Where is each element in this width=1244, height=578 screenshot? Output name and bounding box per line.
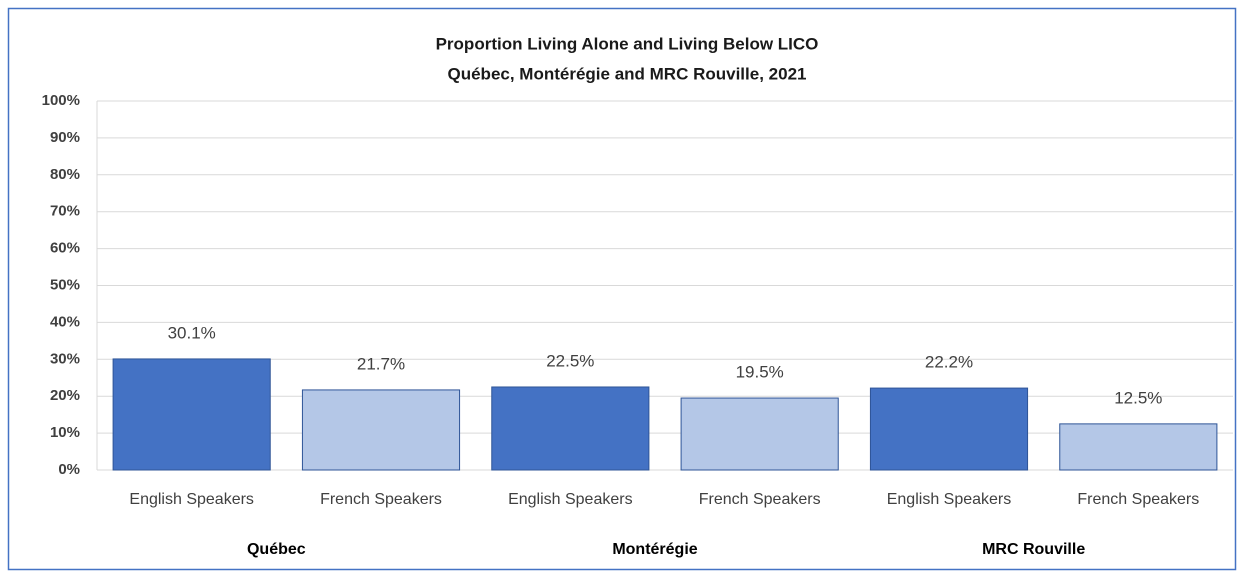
bar: [301, 389, 461, 471]
data-label: 19.5%: [736, 363, 784, 382]
group-label: Montérégie: [612, 541, 697, 558]
x-tick-label: French Speakers: [699, 491, 821, 508]
chart-frame: [7, 7, 1237, 571]
x-tick-label: English Speakers: [887, 491, 1012, 508]
x-tick-label: English Speakers: [129, 491, 254, 508]
bar: [869, 387, 1029, 471]
group-label: Québec: [247, 541, 306, 558]
y-tick-label: 30%: [50, 350, 80, 367]
data-label: 21.7%: [357, 354, 405, 373]
y-tick-label: 80%: [50, 166, 80, 183]
bar: [680, 397, 839, 471]
y-tick-label: 10%: [50, 424, 80, 441]
data-label: 22.2%: [925, 353, 973, 372]
y-tick-label: 70%: [50, 203, 80, 220]
data-label: 22.5%: [546, 351, 594, 370]
chart-subtitle: Québec, Montérégie and MRC Rouville, 202…: [448, 64, 807, 83]
chart-title: Proportion Living Alone and Living Below…: [436, 34, 819, 53]
x-tick-label: French Speakers: [1077, 491, 1199, 508]
y-tick-label: 20%: [50, 387, 80, 404]
data-label: 30.1%: [168, 323, 216, 342]
bar: [491, 386, 650, 471]
y-tick-label: 100%: [42, 92, 80, 109]
bar: [112, 358, 271, 471]
y-tick-label: 0%: [58, 461, 80, 478]
data-label: 12.5%: [1114, 388, 1162, 407]
bar: [1059, 423, 1218, 471]
x-tick-label: English Speakers: [508, 491, 633, 508]
y-tick-label: 90%: [50, 129, 80, 146]
group-label: MRC Rouville: [982, 541, 1085, 558]
y-tick-label: 60%: [50, 240, 80, 257]
x-tick-label: French Speakers: [320, 491, 442, 508]
y-tick-label: 50%: [50, 276, 80, 293]
y-tick-label: 40%: [50, 313, 80, 330]
